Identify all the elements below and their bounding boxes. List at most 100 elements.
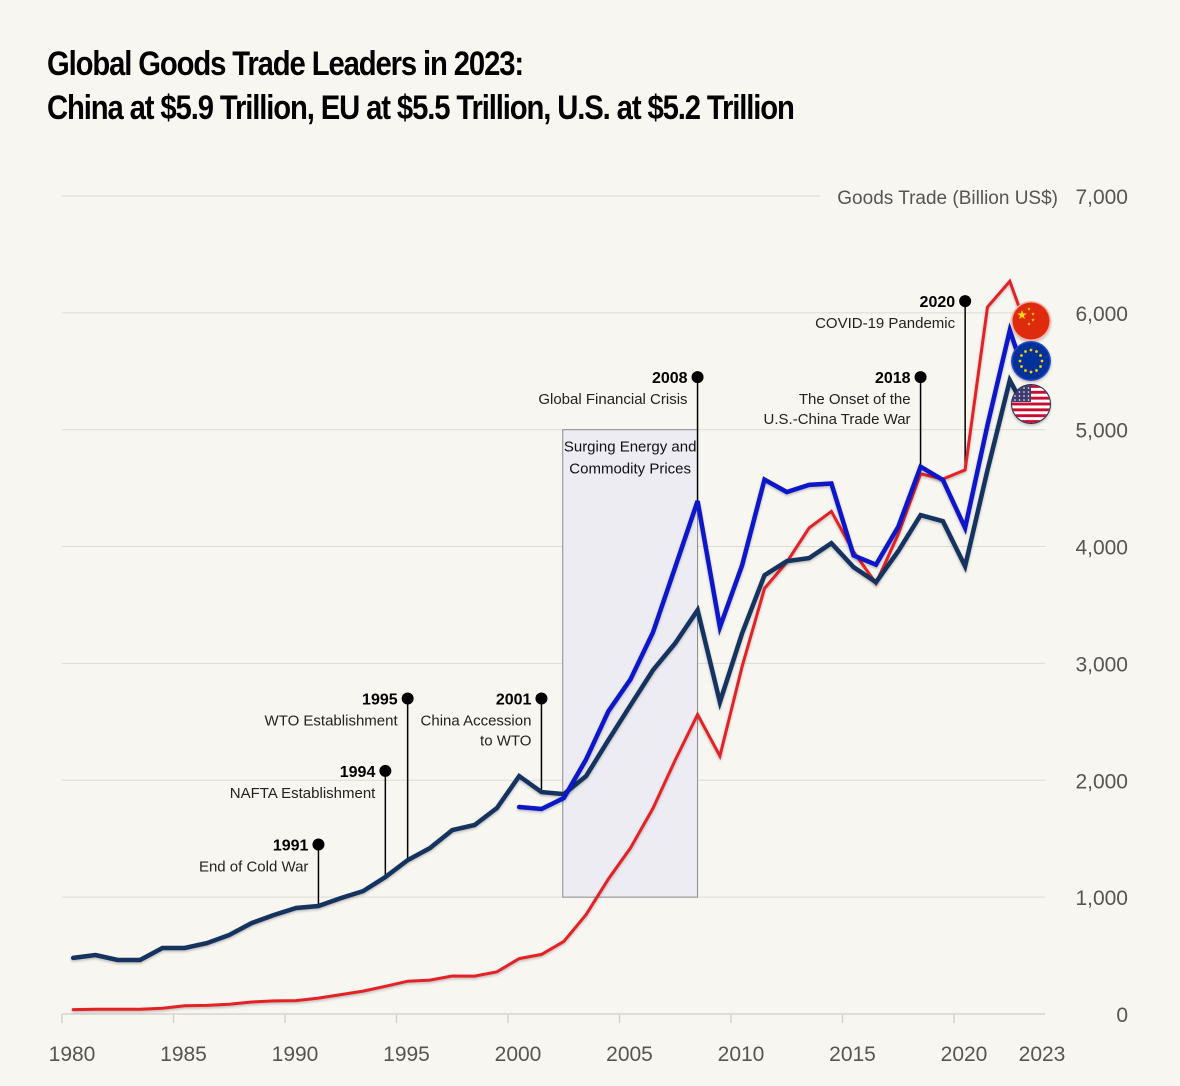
annotation-2001: 2001 China Accession to WTO xyxy=(421,691,548,793)
shaded-region-label: Surging Energy and xyxy=(564,439,697,456)
annotation-year: 1991 xyxy=(273,838,309,855)
x-tick-label: 1980 xyxy=(49,1043,96,1066)
flag-star xyxy=(1023,387,1025,389)
flag-star xyxy=(1014,395,1016,397)
annotation-pin xyxy=(959,295,972,308)
flag-field xyxy=(1012,302,1050,340)
flag-star xyxy=(1031,318,1035,322)
series-line-us xyxy=(70,374,1027,963)
flag-star xyxy=(1027,391,1030,393)
flag-star xyxy=(1020,354,1023,357)
chart-title-line-1: Global Goods Trade Leaders in 2023: xyxy=(47,45,524,83)
annotation-pin xyxy=(914,371,927,384)
y-tick-label: 7,000 xyxy=(1075,186,1128,209)
flag-star xyxy=(1017,310,1027,320)
y-tick-label: 3,000 xyxy=(1075,653,1128,676)
flag-star xyxy=(1039,354,1042,357)
y-tick-label: 4,000 xyxy=(1075,537,1128,560)
series-layer xyxy=(70,278,1027,1012)
annotation-label: WTO Establishment xyxy=(265,712,399,729)
flag-star xyxy=(1031,312,1035,316)
annotation-1994: 1994 NAFTA Establishment xyxy=(230,764,392,878)
annotation-label: The Onset of the xyxy=(799,391,911,408)
x-tick-label: 2005 xyxy=(606,1043,653,1066)
annotation-1995: 1995 WTO Establishment xyxy=(265,691,414,861)
flag-stripe xyxy=(1012,402,1050,406)
annotation-year: 2018 xyxy=(875,370,911,387)
annotation-year: 2001 xyxy=(496,691,532,708)
x-tick-label: 2010 xyxy=(718,1043,765,1066)
chart-title-line-2: China at $5.9 Trillion, EU at $5.5 Trill… xyxy=(47,89,795,127)
annotation-label: China Accession xyxy=(421,712,532,729)
flag-field xyxy=(1012,385,1050,423)
flag-star xyxy=(1027,307,1031,311)
annotation-year: 2008 xyxy=(652,370,688,387)
series-line-eu xyxy=(516,322,1027,812)
flag-star xyxy=(1023,395,1025,397)
y-tick-label: 5,000 xyxy=(1075,420,1128,443)
flag-star xyxy=(1014,399,1016,401)
x-tick-label: 1985 xyxy=(160,1043,207,1066)
y-axis-title: Goods Trade (Billion US$) xyxy=(837,188,1058,209)
x-tick-label: 2020 xyxy=(941,1043,988,1066)
annotations-layer: 1991 End of Cold War 1994 NAFTA Establishme… xyxy=(199,294,972,907)
annotation-label: Global Financial Crisis xyxy=(538,391,687,408)
flag-field xyxy=(1012,342,1050,380)
y-tick-label: 0 xyxy=(1116,1004,1128,1027)
flag-star xyxy=(1023,391,1025,393)
annotation-2018: 2018 The Onset of the U.S.-China Trade War xyxy=(764,370,927,467)
annotation-2008: 2008 Global Financial Crisis xyxy=(538,370,704,501)
flag-star xyxy=(1027,322,1031,326)
x-tick-label: 2000 xyxy=(495,1043,542,1066)
flag-star xyxy=(1018,391,1021,393)
annotation-pin xyxy=(312,838,325,851)
flag-stripe xyxy=(1012,408,1050,412)
axes-layer: 0 1,000 2,000 3,000 4,000 5,000 6,000 7,000 Good… xyxy=(49,186,1128,1066)
shaded-region-label: Commodity Prices xyxy=(569,461,691,478)
annotation-label: U.S.-China Trade War xyxy=(764,411,911,428)
flag-star xyxy=(1024,369,1027,372)
flag-star xyxy=(1029,370,1033,374)
y-tick-label: 6,000 xyxy=(1075,303,1128,326)
flag-star xyxy=(1018,359,1022,363)
flag-star xyxy=(1035,350,1038,353)
x-tick-label: 1995 xyxy=(383,1043,430,1066)
annotation-1991: 1991 End of Cold War xyxy=(199,838,325,907)
annotation-pin xyxy=(535,692,548,705)
annotation-year: 2020 xyxy=(920,294,956,311)
annotation-label: COVID-19 Pandemic xyxy=(815,315,956,332)
annotation-label: End of Cold War xyxy=(199,859,309,876)
annotation-year: 1995 xyxy=(362,691,398,708)
flag-star xyxy=(1027,399,1030,401)
flags-layer xyxy=(1011,301,1051,424)
y-tick-label: 1,000 xyxy=(1075,887,1128,910)
flag-star xyxy=(1023,399,1025,401)
flag-star xyxy=(1040,359,1044,363)
x-tick-label: 1990 xyxy=(272,1043,319,1066)
y-tick-label: 2,000 xyxy=(1075,770,1128,793)
annotation-label: NAFTA Establishment xyxy=(230,785,376,802)
annotation-pin xyxy=(691,371,704,384)
annotation-label: to WTO xyxy=(480,732,531,749)
us-flag-icon xyxy=(1011,384,1051,424)
chart-title: Global Goods Trade Leaders in 2023: Chin… xyxy=(47,42,795,130)
x-tick-label: 2015 xyxy=(829,1043,876,1066)
flag-star xyxy=(1018,399,1021,401)
flag-star xyxy=(1020,365,1023,368)
annotation-pin xyxy=(401,692,414,705)
flag-star xyxy=(1027,395,1030,397)
flag-star xyxy=(1029,348,1033,352)
flag-star xyxy=(1024,350,1027,353)
china-flag-icon xyxy=(1011,301,1051,341)
x-tick-label: 2023 xyxy=(1019,1043,1066,1066)
annotation-2020: 2020 COVID-19 Pandemic xyxy=(815,294,972,470)
grid-layer xyxy=(62,195,1045,1015)
flag-stripe xyxy=(1012,414,1050,418)
annotation-pin xyxy=(379,764,392,777)
flag-star xyxy=(1018,395,1021,397)
flag-stripe xyxy=(1012,420,1050,423)
flag-star xyxy=(1027,387,1030,389)
shaded-region: Surging Energy and Commodity Prices xyxy=(562,429,699,898)
shaded-region-box xyxy=(562,429,699,898)
